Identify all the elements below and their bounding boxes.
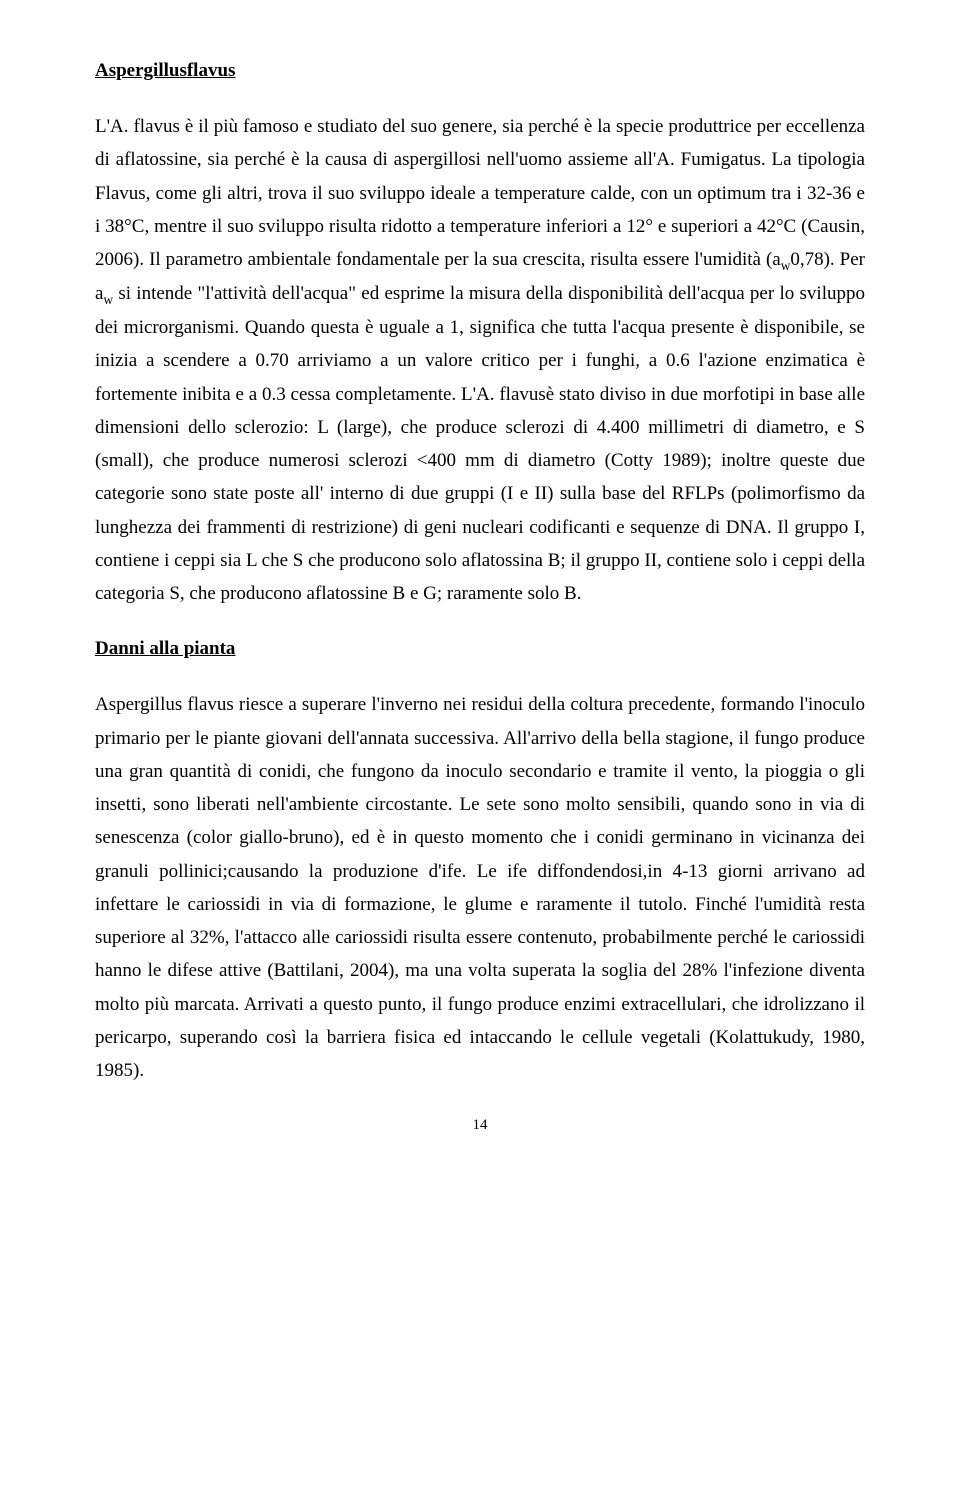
- section-heading-danni: Danni alla pianta: [95, 638, 865, 660]
- section-body-danni: Aspergillus flavus riesce a superare l'i…: [95, 688, 865, 1087]
- section-heading-aspergillus: Aspergillusflavus: [95, 60, 865, 82]
- document-page: Aspergillusflavus L'A. flavus è il più f…: [0, 0, 960, 1174]
- section-body-aspergillus: L'A. flavus è il più famoso e studiato d…: [95, 110, 865, 610]
- page-number: 14: [95, 1117, 865, 1134]
